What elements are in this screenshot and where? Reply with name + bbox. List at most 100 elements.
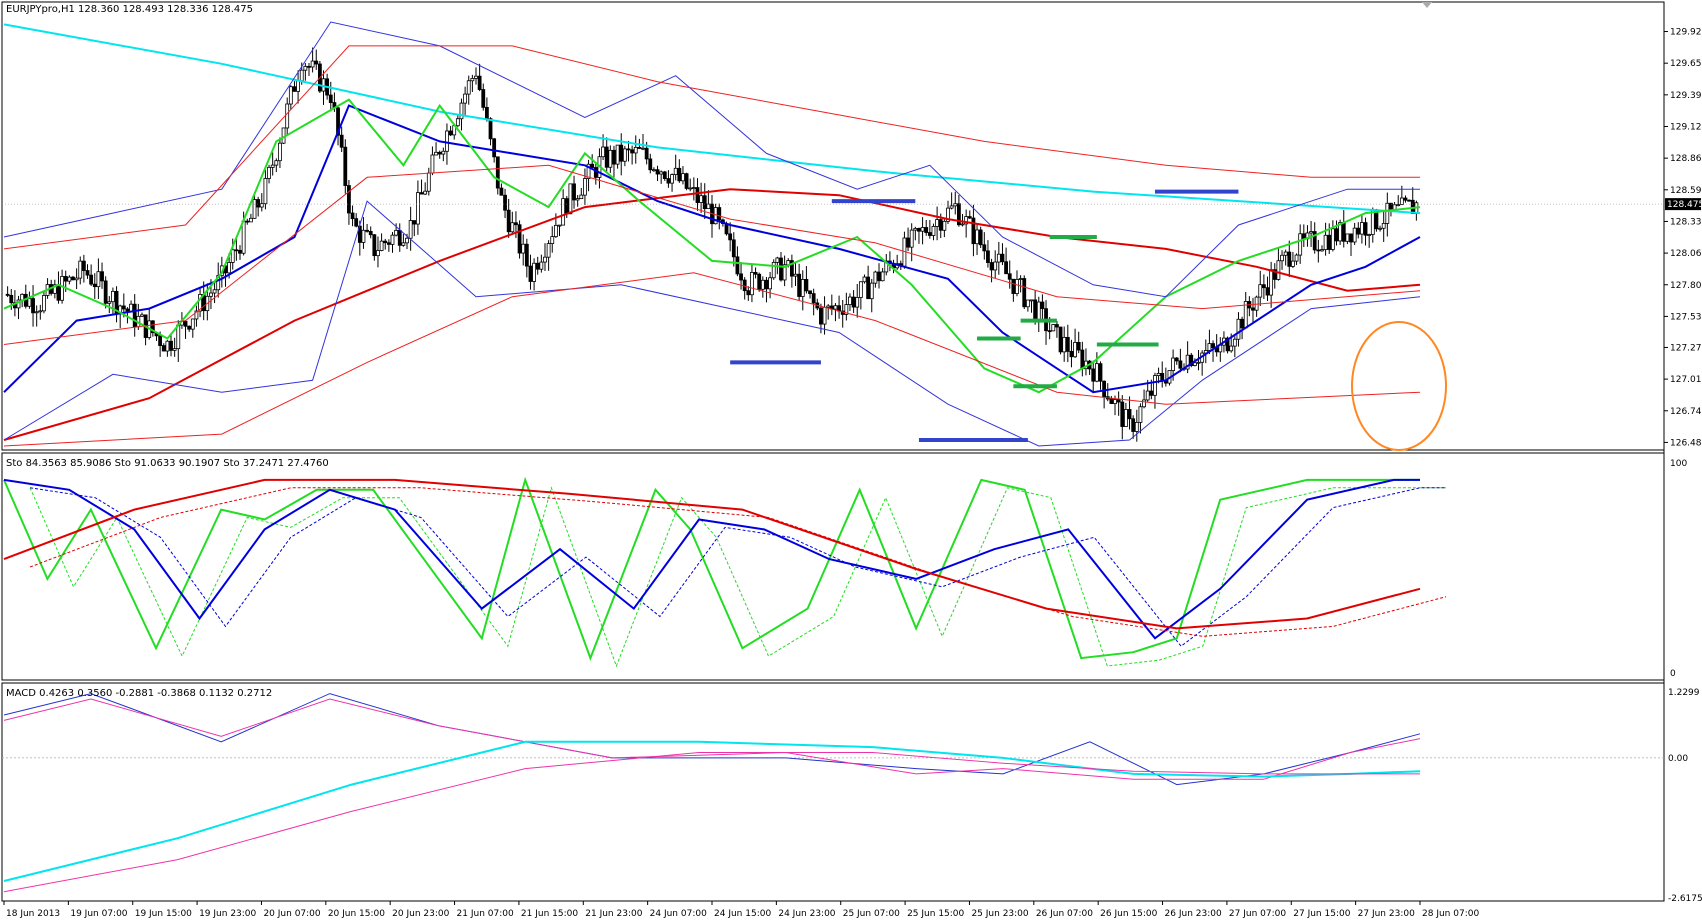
candle-body bbox=[521, 243, 526, 254]
candle-body bbox=[1378, 227, 1382, 230]
candle-body bbox=[844, 304, 849, 315]
candle-body bbox=[263, 178, 268, 205]
candle-body bbox=[383, 240, 388, 244]
candle-body bbox=[593, 167, 598, 178]
price-tick-label: 127.800 bbox=[1670, 281, 1702, 291]
candle-body bbox=[470, 78, 475, 82]
candle-body bbox=[405, 237, 409, 244]
candle-body bbox=[198, 293, 202, 312]
candle-body bbox=[85, 270, 90, 276]
candle-body bbox=[808, 290, 812, 294]
candle-body bbox=[1312, 231, 1317, 251]
candle-body bbox=[81, 260, 86, 271]
candle-body bbox=[568, 183, 573, 215]
chart-shift-marker-icon[interactable] bbox=[1422, 2, 1432, 8]
candle-body bbox=[543, 256, 547, 263]
candle-body bbox=[626, 148, 631, 151]
candle-body bbox=[1029, 299, 1034, 302]
candle-body bbox=[622, 148, 627, 162]
candle-body bbox=[1341, 222, 1346, 242]
candle-body bbox=[590, 163, 595, 168]
price-indicator-line-1 bbox=[3, 188, 1421, 441]
macd-line-1 bbox=[3, 698, 1421, 780]
price-tick-label: 128.330 bbox=[1670, 217, 1702, 227]
candle-body bbox=[630, 149, 635, 154]
price-panel-title: EURJPYpro,H1 128.360 128.493 128.336 128… bbox=[6, 4, 253, 15]
candle-body bbox=[169, 340, 173, 351]
candle-body bbox=[760, 279, 765, 290]
candle-body bbox=[354, 218, 359, 227]
candle-body bbox=[238, 249, 242, 254]
candle-body bbox=[1356, 227, 1361, 235]
candle-body bbox=[38, 310, 43, 313]
candle-body bbox=[742, 279, 747, 292]
candle-body bbox=[670, 174, 674, 184]
candle-body bbox=[34, 311, 39, 314]
candle-body bbox=[495, 156, 500, 189]
macd-line-2 bbox=[3, 740, 1421, 882]
price-tick-label: 129.655 bbox=[1670, 59, 1702, 69]
candle-body bbox=[408, 220, 413, 239]
candle-body bbox=[1320, 249, 1324, 252]
candle-body bbox=[702, 195, 707, 210]
candle-body bbox=[292, 86, 297, 92]
candle-body bbox=[1309, 231, 1313, 234]
candle-body bbox=[296, 80, 300, 92]
candle-body bbox=[666, 178, 671, 184]
stochastic-line-1 bbox=[3, 478, 1420, 640]
candle-body bbox=[648, 158, 653, 171]
candle-body bbox=[503, 194, 507, 211]
candle-body bbox=[172, 348, 177, 351]
candle-body bbox=[644, 147, 649, 160]
candle-body bbox=[535, 262, 540, 270]
time-tick-label: 25 Jun 23:00 bbox=[971, 909, 1028, 919]
candle-body bbox=[1367, 234, 1372, 236]
annotation-circle bbox=[1351, 321, 1447, 451]
candle-body bbox=[1258, 284, 1263, 298]
candle-body bbox=[107, 301, 112, 304]
price-tick-label: 126.745 bbox=[1670, 407, 1702, 417]
stochastic-line-2 bbox=[3, 478, 1421, 630]
price-tick-label: 129.125 bbox=[1670, 122, 1702, 132]
candle-body bbox=[267, 166, 271, 179]
candle-body bbox=[463, 93, 468, 104]
candle-body bbox=[1055, 324, 1059, 328]
candle-body bbox=[673, 167, 678, 175]
candle-body bbox=[336, 107, 340, 136]
candle-body bbox=[60, 276, 64, 301]
price-tick-label: 127.010 bbox=[1670, 375, 1702, 385]
time-tick-label: 18 Jun 2013 bbox=[6, 909, 60, 919]
candle-body bbox=[909, 229, 914, 248]
candle-body bbox=[437, 151, 442, 155]
candle-body bbox=[488, 118, 493, 140]
stochastic-tick-label: 0 bbox=[1670, 669, 1676, 679]
candle-body bbox=[797, 273, 802, 297]
price-tick-label: 127.275 bbox=[1670, 343, 1702, 353]
candle-body bbox=[753, 272, 758, 275]
candle-body bbox=[971, 217, 976, 245]
candle-body bbox=[880, 271, 885, 282]
candle-body bbox=[89, 274, 94, 285]
time-tick-label: 24 Jun 15:00 bbox=[714, 909, 771, 919]
candle-body bbox=[1272, 269, 1277, 280]
candle-body bbox=[368, 230, 373, 236]
candle-body bbox=[768, 277, 772, 290]
stochastic-panel[interactable] bbox=[1, 452, 1665, 681]
candle-body bbox=[1276, 260, 1281, 280]
candle-body bbox=[869, 282, 874, 300]
candle-body bbox=[1058, 326, 1063, 353]
candle-body bbox=[579, 194, 584, 200]
candle-body bbox=[434, 151, 438, 156]
price-panel[interactable] bbox=[1, 1, 1665, 451]
macd-panel[interactable] bbox=[1, 682, 1665, 902]
candle-body bbox=[561, 198, 566, 226]
candle-body bbox=[1283, 251, 1288, 256]
candle-body bbox=[401, 242, 406, 246]
candle-body bbox=[506, 209, 511, 233]
candle-body bbox=[728, 233, 733, 241]
candle-body bbox=[695, 187, 700, 203]
candle-body bbox=[989, 262, 994, 271]
candle-body bbox=[662, 171, 667, 179]
candle-body bbox=[731, 239, 736, 258]
